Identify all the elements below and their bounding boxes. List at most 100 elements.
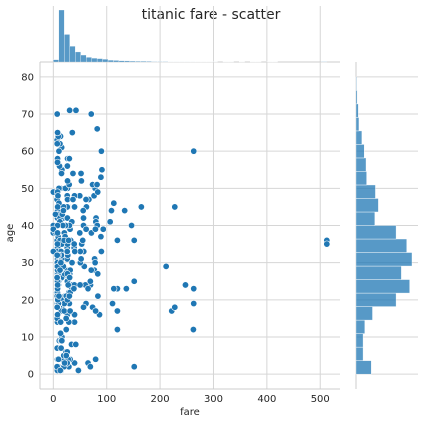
scatter-point — [128, 222, 136, 230]
scatter-point — [87, 110, 95, 118]
age-hist-bar — [355, 198, 379, 213]
scatter-point — [92, 307, 100, 315]
scatter-point — [121, 207, 129, 215]
scatter-point — [113, 326, 121, 334]
scatter-point — [92, 355, 100, 363]
fare-hist-bar — [80, 54, 87, 63]
scatter-point — [80, 214, 88, 222]
scatter-point — [63, 214, 71, 222]
scatter-point — [80, 303, 88, 311]
scatter-point — [93, 125, 101, 133]
scatter-point — [98, 166, 106, 174]
chart-title: titanic fare - scatter — [142, 7, 281, 23]
top-marginal-histogram — [40, 6, 340, 63]
scatter-point — [72, 106, 80, 114]
y-axis-label: age — [5, 224, 16, 243]
scatter-point — [59, 207, 67, 215]
scatter-point — [323, 240, 331, 248]
axis-spines — [39, 62, 340, 390]
scatter-point — [162, 262, 170, 270]
scatter-point — [54, 281, 62, 289]
age-hist-bar — [355, 184, 376, 199]
scatter-point — [79, 207, 87, 215]
x-tick-label: 500 — [311, 394, 330, 405]
fare-hist-bar — [69, 46, 76, 63]
age-hist-bar — [355, 103, 359, 118]
scatter-point — [84, 285, 92, 293]
scatter-point — [99, 225, 107, 233]
scatter-point — [54, 203, 62, 211]
scatter-point — [71, 248, 79, 256]
scatter-point — [94, 188, 102, 196]
fare-hist-bar — [118, 60, 125, 63]
y-tick-label: 70 — [21, 110, 34, 121]
fare-hist-bar — [102, 59, 109, 63]
y-tick-label: 30 — [21, 258, 34, 269]
scatter-point — [54, 192, 62, 200]
fare-hist-bar — [135, 61, 142, 63]
scatter-point — [74, 366, 82, 374]
scatter-point — [62, 314, 70, 322]
scatter-points — [49, 106, 331, 374]
y-tick-label: 10 — [21, 332, 34, 343]
x-tick-label: 400 — [257, 394, 276, 405]
scatter-point — [53, 274, 61, 282]
scatter-point — [171, 203, 179, 211]
fare-hist-bar — [129, 60, 136, 63]
scatter-point — [60, 307, 68, 315]
y-tick-label: 80 — [21, 72, 34, 83]
scatter-point — [190, 300, 198, 308]
age-hist-bar — [355, 279, 410, 294]
scatter-point — [82, 195, 90, 203]
fare-hist-bar — [124, 60, 131, 63]
scatter-point — [70, 240, 78, 248]
scatter-point — [65, 292, 73, 300]
scatter-point — [56, 266, 64, 274]
x-tick-labels: 0 100 200 300 400 500 — [50, 394, 330, 405]
scatter-point — [77, 169, 85, 177]
x-tick-label: 0 — [50, 394, 56, 405]
fare-hist-bar — [53, 59, 59, 63]
scatter-point — [55, 147, 63, 155]
age-hist-bar — [355, 117, 360, 132]
x-tick-label: 200 — [151, 394, 170, 405]
scatter-point — [65, 236, 73, 244]
fare-hist-bar — [86, 57, 92, 63]
x-tick-label: 100 — [97, 394, 116, 405]
age-hist-bar — [355, 171, 367, 186]
scatter-point — [181, 281, 189, 289]
scatter-point — [71, 203, 79, 211]
scatter-point — [113, 236, 121, 244]
scatter-point — [57, 169, 65, 177]
scatter-point — [63, 248, 71, 256]
scatter-point — [97, 233, 105, 241]
scatter-point — [106, 218, 114, 226]
scatter-point — [53, 251, 61, 259]
scatter-point — [57, 318, 65, 326]
scatter-point — [54, 355, 62, 363]
scatter-point — [107, 207, 115, 215]
scatter-point — [110, 285, 118, 293]
scatter-point — [62, 326, 70, 334]
scatter-point — [54, 311, 62, 319]
y-tick-label: 50 — [21, 184, 34, 195]
scatter-point — [97, 147, 105, 155]
scatter-point — [54, 129, 62, 137]
scatter-point — [189, 326, 197, 334]
age-hist-bar — [355, 238, 407, 253]
age-hist-bar — [355, 306, 373, 321]
fare-hist-bar — [64, 34, 70, 63]
age-hist-bar — [355, 76, 357, 91]
right-marginal-histogram — [355, 62, 418, 389]
age-hist-bar — [355, 211, 376, 226]
scatter-point — [63, 162, 71, 170]
y-tick-labels: 0 10 20 30 40 50 60 70 80 — [21, 72, 34, 380]
scatter-point — [53, 110, 61, 118]
scatter-point — [77, 255, 85, 263]
scatter-point — [79, 236, 87, 244]
age-hist-bar — [355, 319, 366, 334]
scatter-point — [82, 225, 90, 233]
age-hist-bar — [355, 346, 364, 361]
scatter-point — [70, 285, 78, 293]
scatter-point — [86, 363, 94, 371]
